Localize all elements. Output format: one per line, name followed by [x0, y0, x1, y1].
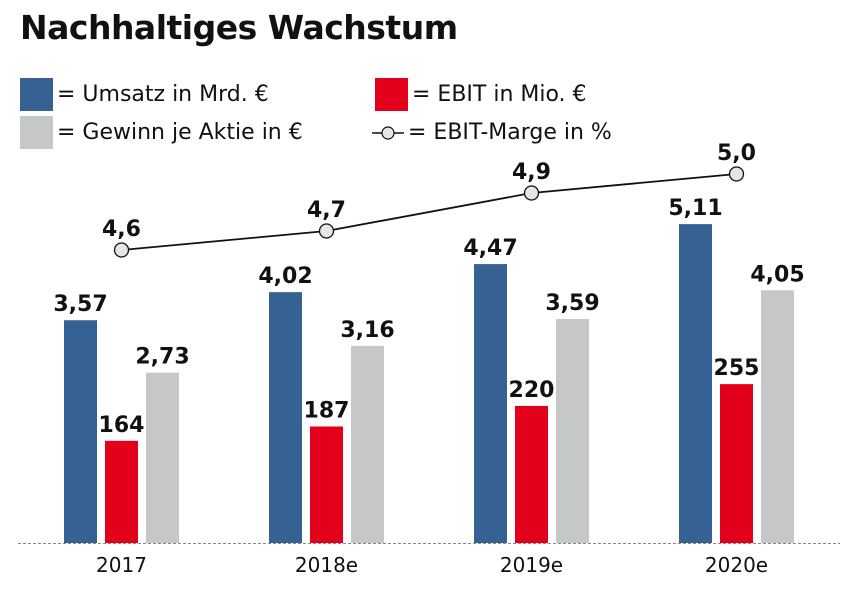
legend-label: = Gewinn je Aktie in €	[57, 120, 303, 145]
data-label: 4,02	[258, 264, 312, 289]
chart-title: Nachhaltiges Wachstum	[20, 8, 458, 47]
line-marker	[318, 223, 335, 239]
x-tick-label: 2019e	[500, 553, 563, 577]
bar-eps	[556, 318, 589, 543]
data-label: 4,05	[750, 262, 804, 287]
legend-swatch-red	[375, 78, 408, 111]
data-label: 187	[304, 398, 350, 423]
legend-item-eps: = Gewinn je Aktie in €	[20, 116, 303, 149]
data-label: 3,16	[340, 318, 394, 343]
x-tick-label: 2017	[96, 553, 147, 577]
bar-umsatz	[64, 320, 97, 543]
data-label: 4,47	[463, 236, 517, 261]
line-marker	[113, 242, 130, 258]
legend-item-umsatz: = Umsatz in Mrd. €	[20, 78, 269, 111]
line-marker-icon	[372, 126, 404, 140]
bar-umsatz	[269, 292, 302, 543]
x-tick-label: 2018e	[295, 553, 358, 577]
legend-item-margin: = EBIT-Marge in %	[370, 116, 612, 149]
legend-label: = EBIT-Marge in %	[408, 120, 612, 145]
data-label: 255	[714, 356, 760, 381]
bar-eps	[351, 345, 384, 543]
line-marker	[523, 185, 540, 201]
bar-umsatz	[679, 224, 712, 544]
data-label: 3,59	[545, 291, 599, 316]
data-label: 4,7	[307, 198, 346, 223]
data-label: 220	[509, 378, 555, 403]
bar-ebit	[105, 440, 138, 543]
legend-swatch-blue	[20, 78, 53, 111]
line-ebit-marge	[121, 173, 737, 251]
data-label: 4,9	[512, 160, 551, 185]
data-label: 5,0	[717, 141, 756, 166]
data-label: 5,11	[668, 196, 722, 221]
data-label: 164	[99, 413, 145, 438]
x-tick-label: 2020e	[705, 553, 768, 577]
bar-eps	[761, 290, 794, 543]
data-label: 4,6	[102, 217, 141, 242]
bar-eps	[146, 372, 179, 543]
line-marker	[728, 166, 745, 182]
bar-ebit	[515, 405, 548, 543]
data-label: 2,73	[135, 345, 189, 370]
data-label: 3,57	[53, 292, 107, 317]
bar-umsatz	[474, 264, 507, 543]
legend-item-ebit: = EBIT in Mio. €	[375, 78, 587, 111]
bar-ebit	[310, 426, 343, 543]
bar-ebit	[720, 384, 753, 543]
legend-label: = Umsatz in Mrd. €	[57, 82, 269, 107]
legend-label: = EBIT in Mio. €	[412, 82, 587, 107]
legend-swatch-gray	[20, 116, 53, 149]
